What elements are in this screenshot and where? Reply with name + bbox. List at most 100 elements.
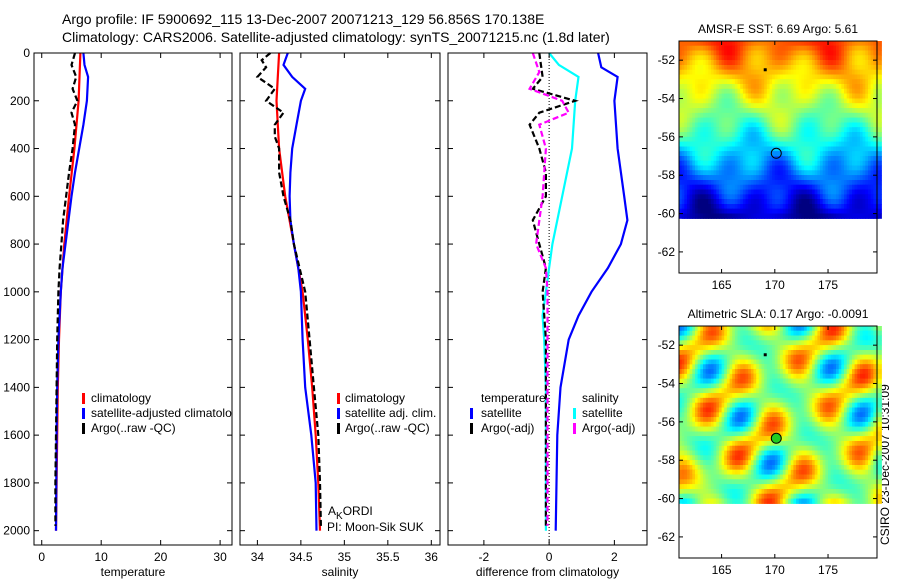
- salinity-panel: 34 34.5 35 35.5 36 salinity: [239, 52, 441, 579]
- map-cell: [875, 199, 882, 205]
- map-cell: [875, 175, 882, 181]
- map-cell: [875, 397, 882, 404]
- plot-frame: [239, 52, 441, 546]
- map-cell: [875, 204, 882, 210]
- map-cell: [875, 184, 882, 190]
- map-cell: [875, 122, 882, 128]
- map-cell: [875, 378, 882, 384]
- map-cell: [875, 345, 882, 351]
- map-cell: [875, 421, 882, 428]
- x-tick-label: 35.5: [376, 550, 400, 564]
- map-cell: [875, 359, 882, 365]
- x-tick-label: 175: [818, 278, 838, 292]
- map-cell: [875, 441, 882, 447]
- map-cell: [875, 165, 882, 171]
- plot-frame: [447, 52, 648, 546]
- map-cell: [875, 335, 882, 341]
- map-cell: [875, 373, 882, 380]
- y-tick-label: 200: [10, 94, 30, 108]
- map-cell: [875, 84, 882, 90]
- x-tick-label: 170: [765, 278, 785, 292]
- map-cell: [875, 170, 882, 176]
- map-cell: [875, 74, 882, 80]
- map-cell: [875, 180, 882, 186]
- map-cell: [875, 431, 882, 437]
- map-field: [679, 326, 882, 504]
- temperature-panel: 0 10 20 30020040060080010001200140016001800…: [3, 46, 233, 579]
- y-tick-label: 1000: [3, 285, 30, 299]
- map-cell: [875, 388, 882, 394]
- map-cell: [875, 330, 882, 336]
- y-tick-label: 1200: [3, 333, 30, 347]
- map-cell: [875, 103, 882, 109]
- y-tick-label: -54: [658, 92, 676, 106]
- map-cell: [875, 364, 882, 370]
- map-cell: [875, 136, 882, 143]
- map-cell: [875, 156, 882, 162]
- x-tick-label: 34.5: [289, 550, 313, 564]
- y-tick-label: 2000: [3, 524, 30, 538]
- map-cell: [875, 208, 882, 214]
- x-tick-label: 34: [251, 550, 265, 564]
- map-cell: [875, 213, 882, 219]
- series-line-satellite-adjusted-climatology: [54, 52, 90, 531]
- map-cell: [875, 445, 882, 451]
- x-tick-label: 36: [425, 550, 439, 564]
- map-cell: [875, 393, 882, 399]
- series-line-temperature-argo-adj-: [528, 52, 579, 526]
- y-tick-label: 1600: [3, 428, 30, 442]
- map-cell: [875, 127, 882, 133]
- x-tick-label: -2: [479, 550, 490, 564]
- map-cell: [875, 350, 882, 356]
- y-tick-label: 1800: [3, 476, 30, 490]
- map-title: Altimetric SLA: 0.17 Argo: -0.0091: [688, 307, 869, 321]
- x-axis-label: temperature: [101, 565, 166, 579]
- map-cell: [875, 132, 882, 138]
- map-cell: [875, 369, 882, 375]
- map-frame: [678, 40, 878, 274]
- map-cell: [875, 326, 882, 332]
- map-cell: [875, 79, 882, 85]
- float-location-marker: [770, 147, 782, 159]
- map-field: [679, 41, 882, 219]
- map-cell: [875, 45, 882, 51]
- map-cell: [875, 402, 882, 408]
- map-cell: [875, 436, 882, 442]
- series-line-climatology: [54, 52, 82, 531]
- y-tick-label: -56: [658, 130, 676, 144]
- map-cell: [875, 88, 882, 95]
- y-tick-label: 400: [10, 142, 30, 156]
- x-tick-label: 2: [611, 550, 618, 564]
- series-line-salinity-argo-adj-: [527, 52, 571, 526]
- x-axis-label: difference from climatology: [476, 565, 619, 579]
- map-cell: [875, 407, 882, 413]
- y-tick-label: -58: [658, 168, 676, 182]
- map-dot: [763, 68, 767, 72]
- figure-title-line-2: Climatology: CARS2006. Satellite-adjuste…: [62, 29, 610, 45]
- map-cell: [875, 151, 882, 157]
- x-tick-label: 35: [338, 550, 352, 564]
- y-tick-label: -60: [658, 207, 676, 221]
- map-cell: [875, 93, 882, 99]
- map-cell: [875, 108, 882, 114]
- map-cell: [875, 117, 882, 123]
- y-tick-label: 800: [10, 237, 30, 251]
- series-line-climatology: [275, 52, 322, 531]
- y-tick-label: -52: [658, 53, 676, 67]
- map-cell: [875, 55, 882, 61]
- map-cell: [875, 340, 882, 346]
- x-tick-label: 20: [154, 550, 168, 564]
- x-axis-label: salinity: [322, 565, 359, 579]
- x-tick-label: 165: [712, 278, 732, 292]
- map-cell: [875, 141, 882, 147]
- map-cell: [875, 69, 882, 75]
- x-tick-label: 10: [95, 550, 109, 564]
- map-cell: [875, 426, 882, 432]
- plot-frame: [33, 52, 233, 546]
- map-cell: [875, 354, 882, 360]
- map-cell: [875, 412, 882, 418]
- map-cell: [875, 98, 882, 104]
